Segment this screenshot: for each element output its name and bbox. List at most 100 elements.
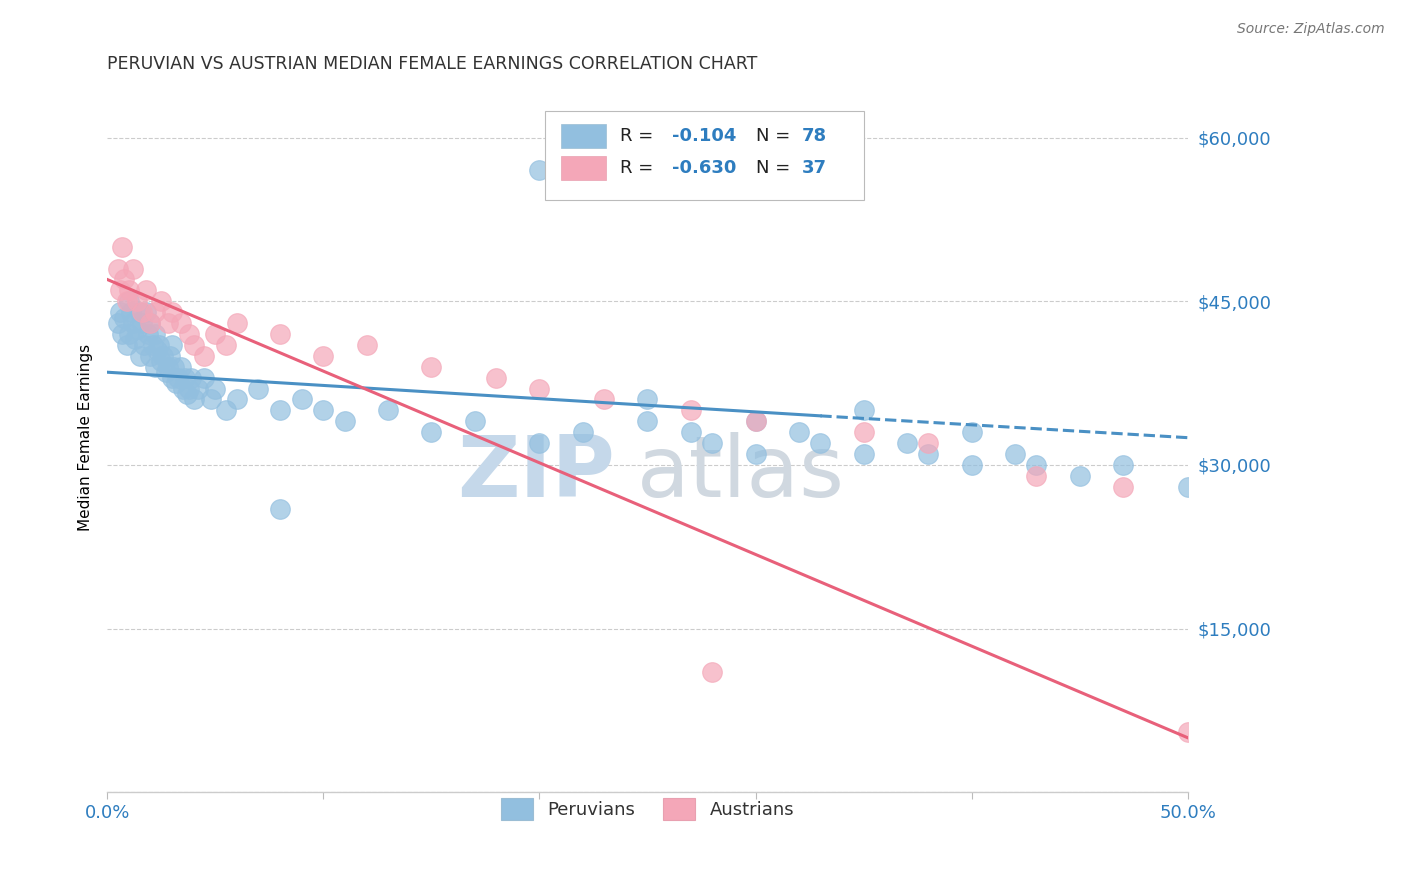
Point bbox=[139, 316, 162, 330]
Point bbox=[702, 665, 724, 680]
Point bbox=[127, 294, 149, 309]
Point bbox=[529, 382, 551, 396]
Point bbox=[128, 349, 150, 363]
Point bbox=[529, 163, 551, 178]
Point bbox=[637, 392, 659, 407]
Point bbox=[1112, 480, 1135, 494]
Point bbox=[160, 370, 183, 384]
Point bbox=[464, 414, 486, 428]
Point bbox=[179, 382, 201, 396]
Point bbox=[356, 338, 378, 352]
Point bbox=[118, 294, 141, 309]
Point bbox=[143, 305, 166, 319]
Point bbox=[139, 316, 162, 330]
Y-axis label: Median Female Earnings: Median Female Earnings bbox=[79, 344, 93, 532]
Point bbox=[852, 425, 875, 440]
Point bbox=[150, 294, 173, 309]
Point bbox=[852, 403, 875, 417]
Point bbox=[193, 370, 215, 384]
Text: Source: ZipAtlas.com: Source: ZipAtlas.com bbox=[1237, 22, 1385, 37]
Point bbox=[269, 501, 291, 516]
Point bbox=[637, 414, 659, 428]
Point bbox=[183, 338, 205, 352]
Point bbox=[1004, 447, 1026, 461]
Point bbox=[312, 349, 335, 363]
Point bbox=[108, 284, 131, 298]
Point bbox=[193, 349, 215, 363]
Point bbox=[247, 382, 270, 396]
Point bbox=[1069, 468, 1091, 483]
Text: 78: 78 bbox=[801, 128, 827, 145]
Point bbox=[114, 310, 136, 325]
Point bbox=[127, 321, 149, 335]
Point bbox=[204, 326, 226, 341]
Point bbox=[529, 436, 551, 450]
Text: PERUVIAN VS AUSTRIAN MEDIAN FEMALE EARNINGS CORRELATION CHART: PERUVIAN VS AUSTRIAN MEDIAN FEMALE EARNI… bbox=[107, 55, 758, 73]
Point bbox=[333, 414, 356, 428]
Text: 37: 37 bbox=[801, 159, 827, 178]
Point bbox=[108, 305, 131, 319]
Point bbox=[917, 436, 939, 450]
Point bbox=[852, 447, 875, 461]
Legend: Peruvians, Austrians: Peruvians, Austrians bbox=[492, 789, 803, 830]
Point bbox=[146, 343, 169, 358]
Point bbox=[960, 458, 983, 472]
Point bbox=[131, 305, 153, 319]
Point bbox=[111, 326, 134, 341]
Point bbox=[176, 387, 198, 401]
Point bbox=[122, 316, 145, 330]
Point bbox=[225, 392, 247, 407]
Point bbox=[148, 338, 170, 352]
Point bbox=[312, 403, 335, 417]
Point bbox=[169, 316, 191, 330]
Point bbox=[593, 392, 616, 407]
Point bbox=[122, 261, 145, 276]
Point bbox=[917, 447, 939, 461]
Point bbox=[200, 392, 222, 407]
Point bbox=[114, 272, 136, 286]
Point bbox=[132, 338, 155, 352]
Point bbox=[420, 425, 443, 440]
Point bbox=[1025, 468, 1047, 483]
Point bbox=[180, 370, 202, 384]
Point bbox=[156, 359, 179, 374]
Point bbox=[160, 338, 183, 352]
Point bbox=[107, 316, 129, 330]
Point bbox=[187, 382, 209, 396]
Point bbox=[744, 414, 766, 428]
Point bbox=[135, 284, 157, 298]
Text: -0.104: -0.104 bbox=[672, 128, 737, 145]
Point bbox=[115, 338, 138, 352]
Point bbox=[169, 359, 191, 374]
Point bbox=[225, 316, 247, 330]
Point bbox=[291, 392, 314, 407]
Point bbox=[960, 425, 983, 440]
Text: N =: N = bbox=[755, 128, 796, 145]
Point bbox=[744, 447, 766, 461]
Point bbox=[744, 414, 766, 428]
Point bbox=[571, 425, 593, 440]
Point bbox=[215, 338, 238, 352]
Point bbox=[787, 425, 810, 440]
Point bbox=[131, 316, 153, 330]
FancyBboxPatch shape bbox=[544, 112, 863, 200]
Point bbox=[107, 261, 129, 276]
Point bbox=[215, 403, 238, 417]
Point bbox=[118, 326, 141, 341]
Point bbox=[159, 349, 181, 363]
Point bbox=[152, 349, 174, 363]
Point bbox=[174, 370, 197, 384]
Text: ZIP: ZIP bbox=[457, 432, 614, 515]
Point bbox=[128, 305, 150, 319]
Point bbox=[143, 326, 166, 341]
FancyBboxPatch shape bbox=[561, 156, 606, 180]
Point bbox=[269, 326, 291, 341]
Point bbox=[136, 326, 159, 341]
Point bbox=[160, 305, 183, 319]
Point bbox=[485, 370, 508, 384]
Point bbox=[172, 382, 194, 396]
Text: R =: R = bbox=[620, 159, 659, 178]
Point bbox=[183, 392, 205, 407]
Point bbox=[135, 305, 157, 319]
Point bbox=[139, 349, 162, 363]
